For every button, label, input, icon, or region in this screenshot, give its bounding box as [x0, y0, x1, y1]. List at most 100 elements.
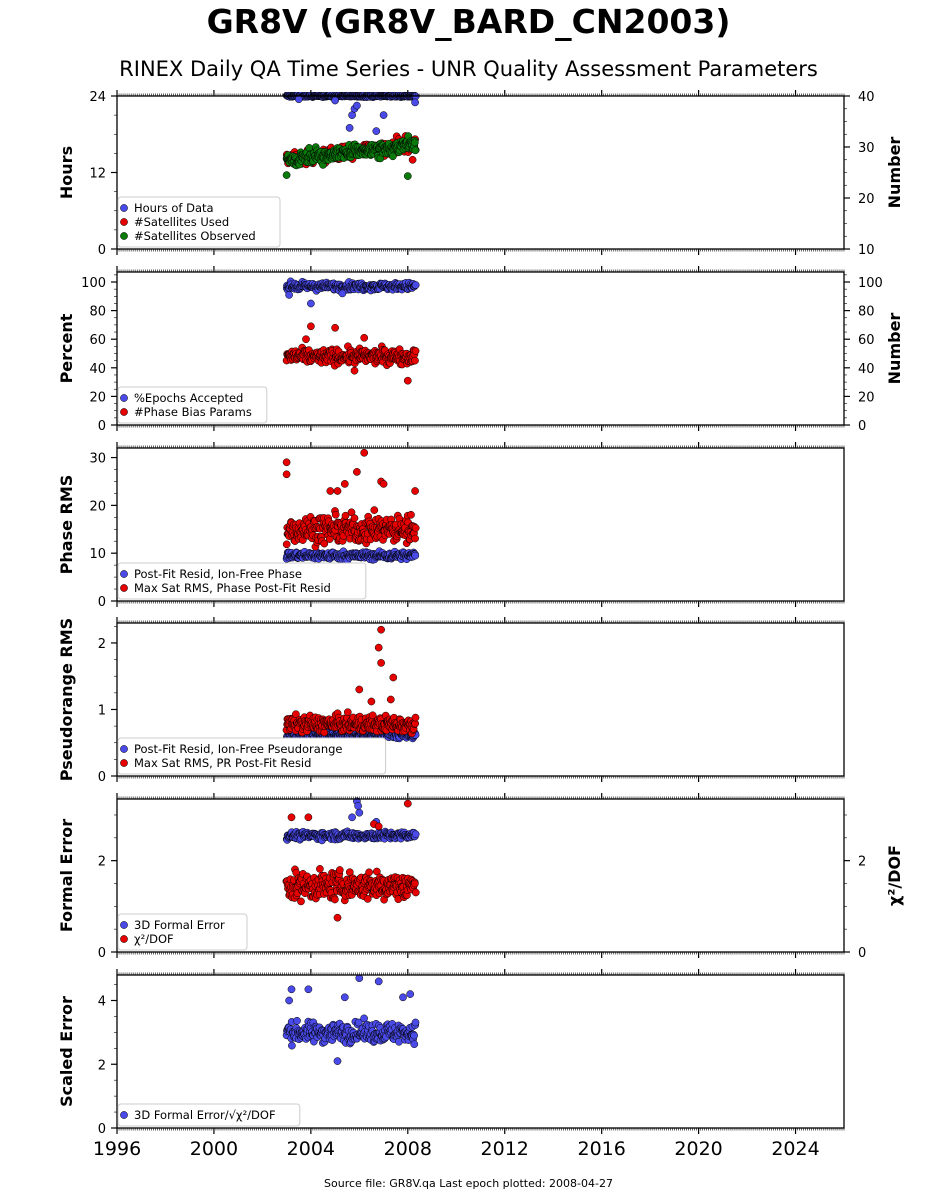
data-point [411, 146, 420, 155]
panel-1-data [282, 92, 420, 180]
y-tick-label: 20 [89, 499, 106, 514]
legend-marker [120, 394, 128, 402]
chart-title: GR8V (GR8V_BARD_CN2003) [206, 2, 731, 41]
data-point [340, 480, 349, 488]
legend: Hours of Data#Satellites Used#Satellites… [117, 196, 281, 248]
data-point [411, 524, 420, 532]
data-point [294, 95, 303, 104]
legend-marker [120, 408, 128, 416]
series-2-points [282, 448, 420, 551]
data-point [379, 111, 388, 119]
y-right-tick-label: 40 [858, 90, 875, 105]
y-right-axis-label: Number [885, 137, 904, 209]
legend-marker [120, 204, 128, 212]
legend-label: Post-Fit Resid, Ion-Free Phase [134, 567, 302, 581]
legend-label: #Phase Bias Params [134, 405, 252, 419]
y-tick-label: 24 [89, 90, 106, 105]
legend-marker [120, 218, 128, 226]
y-tick-label: 0 [98, 595, 106, 610]
y-axis-label: Phase RMS [57, 475, 76, 575]
data-point [353, 468, 361, 476]
panel-3: 0 10 20 30 Phase RMS Post-Fit Resid, Ion-Free… [57, 442, 845, 610]
data-point [282, 458, 291, 467]
panel-4-data [282, 625, 420, 743]
data-point [377, 659, 385, 667]
data-point [411, 281, 420, 289]
y-right-tick-label: 40 [858, 362, 875, 377]
data-point [411, 487, 419, 495]
panel-2: 0 20 40 60 80 100 Percent 0 20 40 60 80 100 Number %Ep… [57, 266, 904, 434]
series-3-points [282, 132, 420, 180]
legend-label: Hours of Data [134, 201, 214, 215]
data-point [320, 728, 329, 737]
legend: %Epochs Accepted#Phase Bias Params [117, 386, 268, 424]
data-point [331, 323, 339, 332]
data-point [282, 171, 291, 179]
data-point [343, 708, 352, 717]
data-point [360, 448, 369, 457]
y-axis-label: Hours [57, 146, 76, 199]
legend-label: #Satellites Used [134, 215, 229, 229]
data-point [302, 335, 310, 344]
data-point [307, 322, 315, 331]
legend-label: Max Sat RMS, Phase Post-Fit Resid [134, 581, 331, 595]
data-point [389, 673, 398, 682]
data-point [403, 376, 412, 385]
data-point [367, 697, 376, 706]
y-tick-label: 100 [81, 276, 106, 291]
data-point [338, 289, 347, 298]
y-tick-label: 40 [89, 362, 106, 377]
y-right-tick-label: 30 [858, 141, 875, 156]
series-2-points [282, 625, 420, 738]
legend-marker [120, 584, 128, 592]
y-tick-label: 0 [98, 419, 106, 434]
data-point [411, 356, 419, 365]
data-point [282, 540, 291, 549]
y-tick-label: 0 [98, 243, 106, 258]
y-right-tick-label: 20 [858, 192, 875, 207]
data-point [410, 138, 419, 147]
y-right-axis-label: Number [885, 313, 904, 385]
legend-marker [120, 232, 128, 240]
data-point [345, 124, 354, 132]
panel-3-data [282, 448, 420, 572]
data-point [331, 510, 340, 519]
data-point [411, 347, 420, 355]
data-point [331, 96, 339, 105]
data-point [372, 127, 381, 135]
data-point [374, 643, 383, 652]
legend-marker [120, 570, 128, 578]
data-point [350, 514, 359, 523]
data-point [411, 534, 419, 543]
data-point [326, 487, 335, 495]
y-tick-label: 10 [89, 547, 106, 562]
data-point [403, 172, 412, 180]
data-point [379, 480, 388, 488]
data-point [408, 155, 417, 164]
legend-box [117, 196, 281, 248]
y-axis-label: Percent [57, 313, 76, 383]
panel-2-data [282, 277, 420, 385]
series-2-points [282, 322, 420, 385]
y-right-tick-label: 60 [858, 333, 875, 348]
data-point [333, 487, 342, 495]
data-point [377, 625, 385, 634]
chart-subtitle: RINEX Daily QA Time Series - UNR Quality… [119, 57, 818, 81]
data-point [411, 98, 419, 107]
data-point [282, 470, 291, 479]
y-right-tick-label: 80 [858, 305, 875, 320]
data-point [353, 101, 361, 110]
y-right-tick-label: 0 [858, 419, 866, 434]
data-point [370, 506, 379, 514]
data-point [350, 366, 359, 375]
legend-label: %Epochs Accepted [134, 391, 243, 405]
legend-label: #Satellites Observed [134, 229, 256, 243]
data-point [386, 695, 395, 704]
data-point [388, 152, 397, 161]
data-point [285, 291, 293, 299]
y-tick-label: 80 [89, 305, 106, 320]
